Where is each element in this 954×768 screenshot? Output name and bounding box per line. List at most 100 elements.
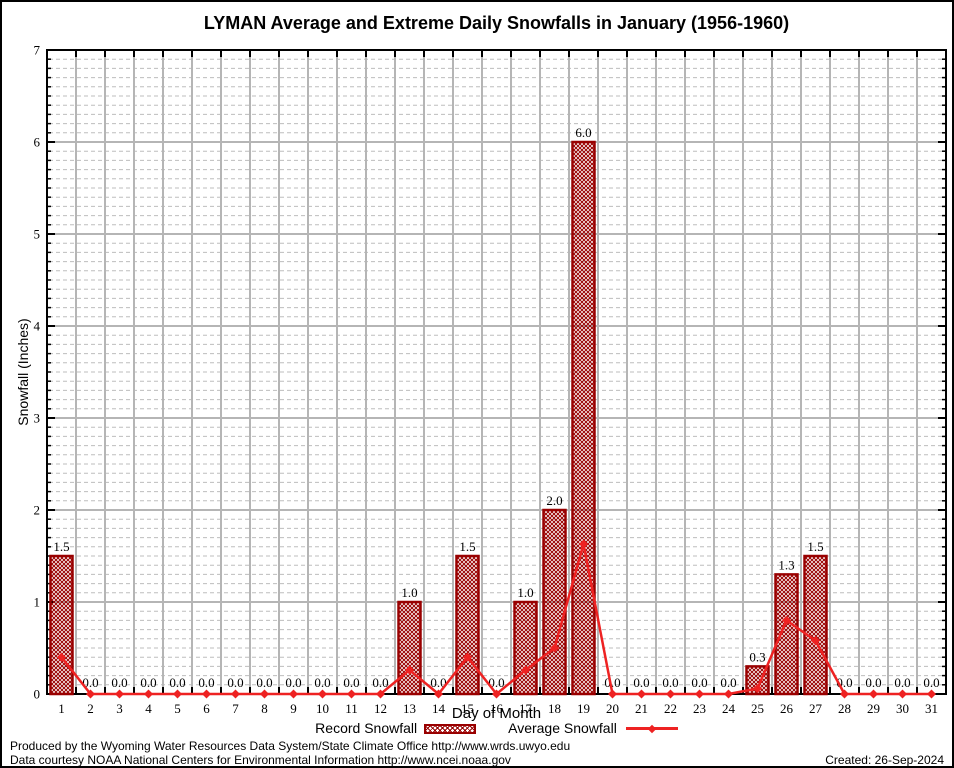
x-tick-labels: 1 2 3 4 5 6 7 8 9 10 11 12 13 14 15 16 17 18 19 20 21 22 23 24 2… <box>58 701 938 716</box>
avg-marker-day-29 <box>868 689 879 699</box>
x-tick-label-1: 1 <box>58 701 65 716</box>
x-tick-label-15: 15 <box>461 701 474 716</box>
record-bar-day-18 <box>542 508 567 696</box>
record-bar-day-1 <box>49 554 74 696</box>
legend-average-label: Average Snowfall <box>508 720 617 736</box>
record-bar-day-27 <box>803 554 828 696</box>
legend-record-label: Record Snowfall <box>315 720 418 736</box>
bar-value-labels: 1.5 0.0 0.0 0.0 0.0 0.0 0.0 0.0 0.0 0.0 0.0 0.0 1.0 0… <box>53 125 939 690</box>
record-bar-day-26 <box>774 573 799 696</box>
y-tick-label-6: 6 <box>34 135 41 150</box>
bar-value-day-22: 0.0 <box>662 675 678 690</box>
x-tick-label-24: 24 <box>722 701 736 716</box>
bar-value-day-23: 0.0 <box>691 675 707 690</box>
avg-marker-day-21 <box>636 689 647 699</box>
bar-value-day-18: 2.0 <box>546 493 562 508</box>
avg-marker-day-11 <box>346 689 357 699</box>
x-tick-label-14: 14 <box>432 701 446 716</box>
x-tick-label-3: 3 <box>116 701 123 716</box>
x-tick-label-9: 9 <box>290 701 297 716</box>
x-tick-label-26: 26 <box>780 701 794 716</box>
bar-value-day-13: 1.0 <box>401 585 417 600</box>
bar-value-day-9: 0.0 <box>285 675 301 690</box>
avg-marker-day-7 <box>230 689 241 699</box>
bar-value-day-4: 0.0 <box>140 675 156 690</box>
avg-marker-day-23 <box>694 689 705 699</box>
bar-value-day-29: 0.0 <box>865 675 881 690</box>
grid-major-horizontal <box>47 141 946 603</box>
record-bar-day-19 <box>571 140 596 696</box>
x-tick-label-8: 8 <box>261 701 268 716</box>
x-tick-label-18: 18 <box>548 701 561 716</box>
x-tick-label-11: 11 <box>345 701 358 716</box>
y-tick-labels: 0 1 2 3 4 5 6 7 <box>34 43 41 702</box>
bar-value-day-2: 0.0 <box>82 675 98 690</box>
average-marker-icon <box>647 724 657 733</box>
avg-marker-day-5 <box>172 689 183 699</box>
y-tick-label-2: 2 <box>34 503 41 518</box>
bar-value-day-14: 0.0 <box>430 675 446 690</box>
avg-marker-day-24 <box>723 689 734 699</box>
record-bar-day-17 <box>513 600 538 696</box>
bar-value-day-5: 0.0 <box>169 675 185 690</box>
y-tick-label-1: 1 <box>34 595 41 610</box>
bar-value-day-7: 0.0 <box>227 675 243 690</box>
y-tick-label-4: 4 <box>34 319 41 334</box>
avg-marker-day-8 <box>259 689 270 699</box>
bar-value-day-19: 6.0 <box>575 125 591 140</box>
bar-value-day-30: 0.0 <box>894 675 910 690</box>
record-bar-swatch-icon <box>424 723 477 734</box>
x-tick-label-17: 17 <box>519 701 533 716</box>
avg-marker-day-10 <box>317 689 328 699</box>
bar-value-day-25: 0.3 <box>749 649 765 664</box>
bar-value-day-27: 1.5 <box>807 539 823 554</box>
bar-value-day-15: 1.5 <box>459 539 475 554</box>
bar-value-day-24: 0.0 <box>720 675 736 690</box>
avg-marker-day-9 <box>288 689 299 699</box>
bar-value-day-21: 0.0 <box>633 675 649 690</box>
bar-value-day-11: 0.0 <box>343 675 359 690</box>
avg-marker-day-30 <box>897 689 908 699</box>
x-tick-label-7: 7 <box>232 701 239 716</box>
y-tick-label-3: 3 <box>34 411 41 426</box>
x-axis-title: Day of Month <box>451 705 542 722</box>
created-date: Created: 26-Sep-2024 <box>825 753 944 767</box>
x-tick-label-30: 30 <box>896 701 909 716</box>
x-tick-label-5: 5 <box>174 701 181 716</box>
producer-credit: Produced by the Wyoming Water Resources … <box>10 739 571 753</box>
chart-title: LYMAN Average and Extreme Daily Snowfall… <box>203 13 790 33</box>
y-tick-label-7: 7 <box>34 43 41 58</box>
bar-value-day-10: 0.0 <box>314 675 330 690</box>
bar-value-day-1: 1.5 <box>53 539 69 554</box>
x-tick-label-21: 21 <box>635 701 648 716</box>
x-tick-label-20: 20 <box>606 701 619 716</box>
x-tick-label-22: 22 <box>664 701 677 716</box>
x-tick-label-16: 16 <box>490 701 504 716</box>
avg-marker-day-6 <box>201 689 212 699</box>
y-tick-label-5: 5 <box>34 227 41 242</box>
x-tick-label-12: 12 <box>374 701 387 716</box>
x-tick-label-2: 2 <box>87 701 94 716</box>
avg-marker-day-22 <box>665 689 676 699</box>
x-tick-label-27: 27 <box>809 701 823 716</box>
avg-marker-day-4 <box>143 689 154 699</box>
avg-marker-day-28 <box>839 689 850 699</box>
x-tick-label-31: 31 <box>925 701 938 716</box>
average-line-sample-icon <box>625 724 678 733</box>
x-tick-label-29: 29 <box>867 701 880 716</box>
bar-value-day-6: 0.0 <box>198 675 214 690</box>
record-bar-day-13 <box>397 600 422 696</box>
y-axis-ticks <box>47 49 946 695</box>
bar-value-day-17: 1.0 <box>517 585 533 600</box>
record-bar-day-15 <box>455 554 480 696</box>
x-tick-label-19: 19 <box>577 701 590 716</box>
bar-value-day-12: 0.0 <box>372 675 388 690</box>
x-tick-label-28: 28 <box>838 701 851 716</box>
avg-marker-day-20 <box>607 689 618 699</box>
x-tick-label-13: 13 <box>403 701 416 716</box>
x-tick-label-25: 25 <box>751 701 764 716</box>
bar-value-day-26: 1.3 <box>778 557 794 572</box>
y-tick-label-0: 0 <box>34 687 41 702</box>
x-tick-label-6: 6 <box>203 701 210 716</box>
